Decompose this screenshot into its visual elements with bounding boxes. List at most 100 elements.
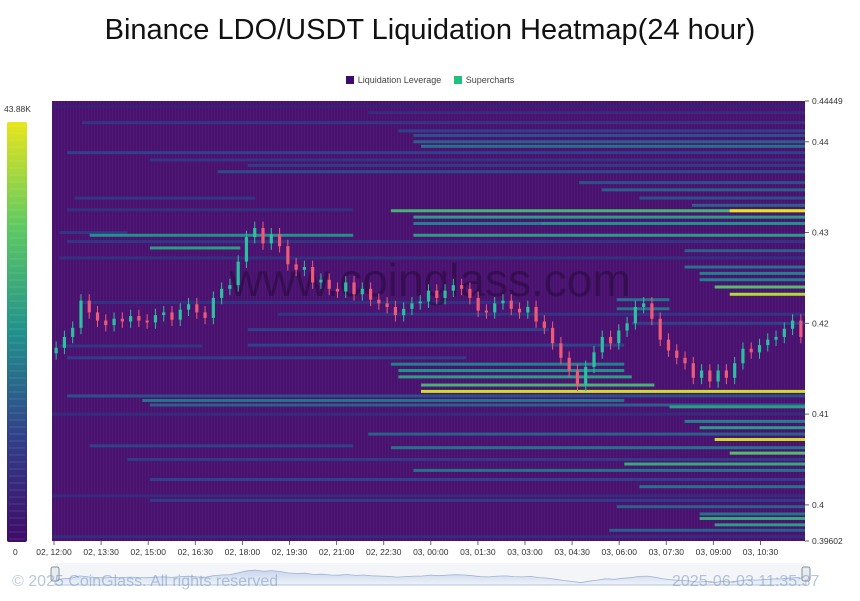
- heatmap-column: [727, 101, 729, 541]
- heatmap-column: [787, 101, 789, 541]
- candle-body: [435, 290, 439, 298]
- heatmap-column: [685, 101, 687, 541]
- y-tick-label: 0.44: [812, 137, 829, 147]
- heatmap-column: [181, 101, 183, 541]
- heatmap-column: [358, 101, 360, 541]
- candle-body: [410, 303, 414, 309]
- liquidation-band: [390, 209, 805, 213]
- heatmap-column: [697, 101, 699, 541]
- liquidation-band: [390, 446, 805, 450]
- heatmap-column: [565, 101, 567, 541]
- heatmap-column: [583, 101, 585, 541]
- x-tick-label: 03, 03:00: [507, 547, 543, 557]
- legend-item-supercharts[interactable]: Supercharts: [453, 75, 514, 85]
- candle-body: [327, 279, 331, 289]
- heatmap-column: [88, 101, 90, 541]
- heatmap-column: [733, 101, 735, 541]
- heatmap-column: [103, 101, 105, 541]
- heatmap-column: [397, 101, 399, 541]
- candle-body: [211, 297, 215, 318]
- heatmap-column: [256, 101, 258, 541]
- candle-body: [426, 290, 431, 302]
- legend-item-liquidation-leverage[interactable]: Liquidation Leverage: [345, 75, 441, 85]
- heatmap-column: [706, 101, 708, 541]
- x-tick-label: 02, 12:00: [36, 547, 72, 557]
- heatmap-column: [109, 101, 111, 541]
- candle-body: [443, 290, 447, 298]
- navigator-handle-left[interactable]: [50, 566, 60, 582]
- candle-body: [733, 363, 737, 378]
- heatmap-column: [199, 101, 201, 541]
- liquidation-band: [631, 321, 805, 325]
- heatmap-column: [289, 101, 291, 541]
- heatmap-column: [592, 101, 594, 541]
- candle-body: [526, 306, 530, 313]
- liquidation-band: [67, 356, 467, 360]
- candle-body: [352, 282, 356, 295]
- heatmap-column: [193, 101, 195, 541]
- candle-body: [642, 303, 646, 307]
- heatmap-column: [751, 101, 753, 541]
- heatmap-column: [265, 101, 267, 541]
- x-tick-label: 03, 10:30: [743, 547, 779, 557]
- y-tick-label: 0.42: [812, 318, 829, 328]
- heatmap-column: [466, 101, 468, 541]
- liquidation-band: [59, 256, 805, 260]
- candle-body: [112, 318, 116, 326]
- heatmap-column: [67, 101, 69, 541]
- candle-body: [575, 370, 580, 386]
- candle-body: [592, 352, 596, 367]
- liquidation-band: [89, 444, 354, 448]
- timestamp-footer: 2025-06-03 11:35:37: [672, 573, 820, 590]
- heatmap-column: [139, 101, 141, 541]
- heatmap-column: [613, 101, 615, 541]
- liquidation-band: [669, 405, 805, 409]
- candle-body: [534, 306, 538, 322]
- x-tick-label: 03, 06:00: [601, 547, 637, 557]
- liquidation-band: [616, 298, 670, 302]
- heatmap-column: [340, 101, 342, 541]
- navigator-handle-right[interactable]: [801, 566, 811, 582]
- liquidation-band: [714, 523, 805, 527]
- heatmap-column: [175, 101, 177, 541]
- heatmap-column: [76, 101, 78, 541]
- heatmap-column: [631, 101, 633, 541]
- liquidation-band: [67, 240, 805, 244]
- liquidation-band: [729, 292, 805, 296]
- heatmap-column: [514, 101, 516, 541]
- heatmap-column: [550, 101, 552, 541]
- heatmap-column: [196, 101, 198, 541]
- liquidation-band: [420, 383, 655, 387]
- heatmap-column: [64, 101, 66, 541]
- candle-body: [137, 316, 141, 321]
- liquidation-band: [67, 151, 805, 155]
- heatmap-column: [190, 101, 192, 541]
- candle-body: [459, 285, 464, 289]
- heatmap-column: [247, 101, 249, 541]
- heatmap-column: [82, 101, 84, 541]
- heatmap-column: [649, 101, 651, 541]
- heatmap-column: [532, 101, 534, 541]
- heatmap-column: [724, 101, 726, 541]
- candle-body: [451, 285, 455, 291]
- liquidation-band: [692, 203, 805, 207]
- heatmap-column: [352, 101, 354, 541]
- heatmap-column: [484, 101, 486, 541]
- candle-body: [683, 357, 687, 364]
- candle-body: [542, 321, 546, 328]
- heatmap-column: [652, 101, 654, 541]
- heatmap-column: [133, 101, 135, 541]
- candle-body: [120, 318, 124, 322]
- liquidation-band: [52, 412, 805, 416]
- liquidation-band: [684, 249, 805, 253]
- copyright-footer: © 2025 CoinGlass. All rights reserved: [12, 573, 279, 590]
- candle-body: [311, 267, 315, 283]
- x-tick-label: 02, 22:30: [366, 547, 402, 557]
- heatmap-column: [790, 101, 792, 541]
- navigator-series: [54, 569, 807, 586]
- candle-body: [799, 320, 803, 337]
- candle-body: [617, 330, 621, 344]
- x-tick-label: 03, 07:30: [649, 547, 685, 557]
- heatmap-column: [529, 101, 531, 541]
- heatmap-column: [259, 101, 261, 541]
